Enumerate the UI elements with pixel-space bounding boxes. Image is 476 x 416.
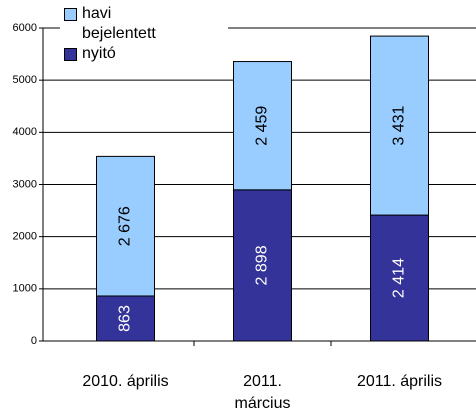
- legend: havi bejelentett nyitó: [60, 2, 228, 66]
- x-tick-label: 2010. április: [82, 373, 169, 390]
- legend-item: havi bejelentett: [64, 4, 182, 44]
- legend-swatch: [64, 48, 77, 61]
- bar-segment: [370, 35, 429, 216]
- x-tick-label: 2011. április: [356, 373, 443, 390]
- value-label: 863: [117, 305, 134, 332]
- legend-swatch: [64, 8, 77, 21]
- y-tick-label: 0: [31, 335, 37, 347]
- y-tick-label: 5000: [13, 74, 37, 86]
- y-tick-label: 4000: [13, 126, 37, 138]
- bar-segment: [96, 155, 155, 297]
- value-label: 2 898: [254, 245, 271, 285]
- bar-segment: [370, 214, 429, 342]
- value-label: 2 676: [117, 206, 134, 246]
- value-label: 2 459: [254, 106, 271, 146]
- value-label: 3 431: [391, 105, 408, 145]
- legend-label: nyitó: [82, 45, 116, 62]
- y-tick-label: 2000: [13, 231, 37, 243]
- legend-label: havi bejelentett: [82, 5, 156, 42]
- bar-segment: [233, 61, 292, 191]
- bar-segment: [233, 189, 292, 342]
- y-tick-label: 6000: [13, 22, 37, 34]
- bar-segment: [96, 295, 155, 342]
- x-tick-label: 2011. március: [234, 373, 291, 412]
- legend-item: nyitó: [64, 44, 182, 64]
- value-label: 2 414: [391, 258, 408, 298]
- y-tick-label: 1000: [13, 283, 37, 295]
- y-tick-label: 3000: [13, 178, 37, 190]
